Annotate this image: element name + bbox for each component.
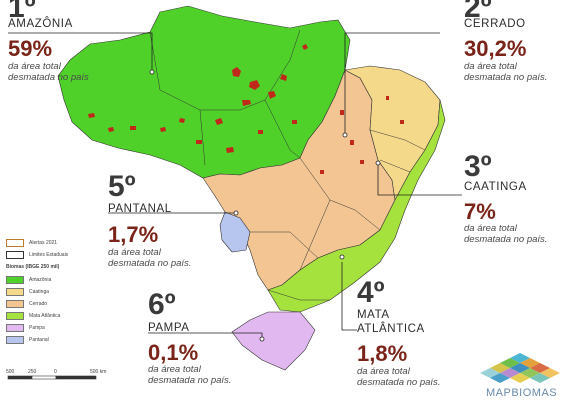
scale-label-250: 250: [28, 369, 37, 375]
desc2-mata-atlantica: desmatada no país.: [357, 377, 441, 388]
legend-mata-atlantica-swatch: [6, 312, 24, 320]
percent-mata-atlantica: 1,8%: [357, 341, 408, 366]
biome-pampa: [231, 311, 316, 371]
legend-alerts-label: Alertas 2021: [29, 240, 58, 246]
rank-amazonia: 1º: [8, 0, 36, 24]
scale-label-500km: 500 km: [90, 369, 107, 375]
legend-alerts-swatch: [6, 239, 24, 247]
percent-cerrado: 30,2%: [464, 36, 527, 61]
legend-caatinga-label: Caatinga: [29, 289, 50, 295]
legend-limits-label: Limites Estaduais: [29, 252, 69, 258]
legend-pampa-swatch: [6, 324, 24, 332]
name-pantanal: PANTANAL: [108, 203, 172, 215]
rank-pampa: 6º: [148, 288, 176, 321]
legend-pantanal-label: Pantanal: [29, 337, 49, 343]
name-cerrado: CERRADO: [464, 18, 526, 30]
name-caatinga: CAATINGA: [464, 181, 527, 193]
legend-pampa-label: Pampa: [29, 325, 45, 331]
scale-label-500-left: 500: [6, 369, 15, 375]
legend-cerrado-swatch: [6, 300, 24, 308]
rank-mata-atlantica: 4º: [357, 276, 385, 309]
rank-cerrado: 2º: [464, 0, 492, 24]
legend-amazonia-swatch: [6, 276, 24, 284]
biome-pantanal: [219, 211, 251, 253]
desc1-mata-atlantica: da área total: [357, 366, 410, 377]
desc1-cerrado: da área total: [464, 61, 517, 72]
rank-pantanal: 5º: [108, 170, 136, 203]
name-amazonia: AMAZÔNIA: [8, 18, 73, 30]
desc1-amazonia: da área total: [8, 61, 61, 72]
percent-pantanal: 1,7%: [108, 222, 159, 247]
scale-label-0: 0: [54, 369, 57, 375]
name-pampa: PAMPA: [148, 322, 190, 334]
desc2-pantanal: desmatada no país.: [108, 258, 192, 269]
callout-lines: [8, 32, 462, 342]
desc2-caatinga: desmatada no país.: [464, 234, 548, 245]
desc1-pampa: da área total: [148, 364, 201, 375]
legend-mata-atlantica-label: Mata Atlântica: [29, 313, 61, 319]
state-borders: [149, 29, 426, 301]
name-mata-atlantica: MATA: [357, 309, 390, 321]
percent-amazonia: 59%: [8, 36, 53, 61]
desc2-pampa: desmatada no país.: [148, 375, 232, 386]
legend-caatinga-swatch: [6, 288, 24, 296]
percent-pampa: 0,1%: [148, 340, 199, 365]
mapbiomas-logo-text: MAPBIOMAS: [486, 387, 558, 399]
percent-caatinga: 7%: [464, 199, 496, 224]
rank-caatinga: 3º: [464, 150, 492, 183]
desc1-pantanal: da área total: [108, 247, 161, 258]
legend-title: Biomas (IBGE 250 mil): [6, 264, 60, 270]
deforestation-alerts: [88, 44, 404, 174]
legend-pantanal-swatch: [6, 336, 24, 344]
desc2-amazonia: desmatada no país: [8, 72, 89, 83]
desc2-cerrado: desmatada no país.: [464, 72, 548, 83]
desc1-caatinga: da área total: [464, 223, 517, 234]
scale-bar: [7, 375, 97, 380]
legend-limits-swatch: [6, 251, 24, 259]
legend-cerrado-label: Cerrado: [29, 301, 48, 307]
legend-amazonia-label: Amazônia: [29, 277, 52, 283]
mapbiomas-logo-icon: [480, 353, 560, 383]
name2-mata-atlantica: ATLÂNTICA: [357, 323, 425, 335]
